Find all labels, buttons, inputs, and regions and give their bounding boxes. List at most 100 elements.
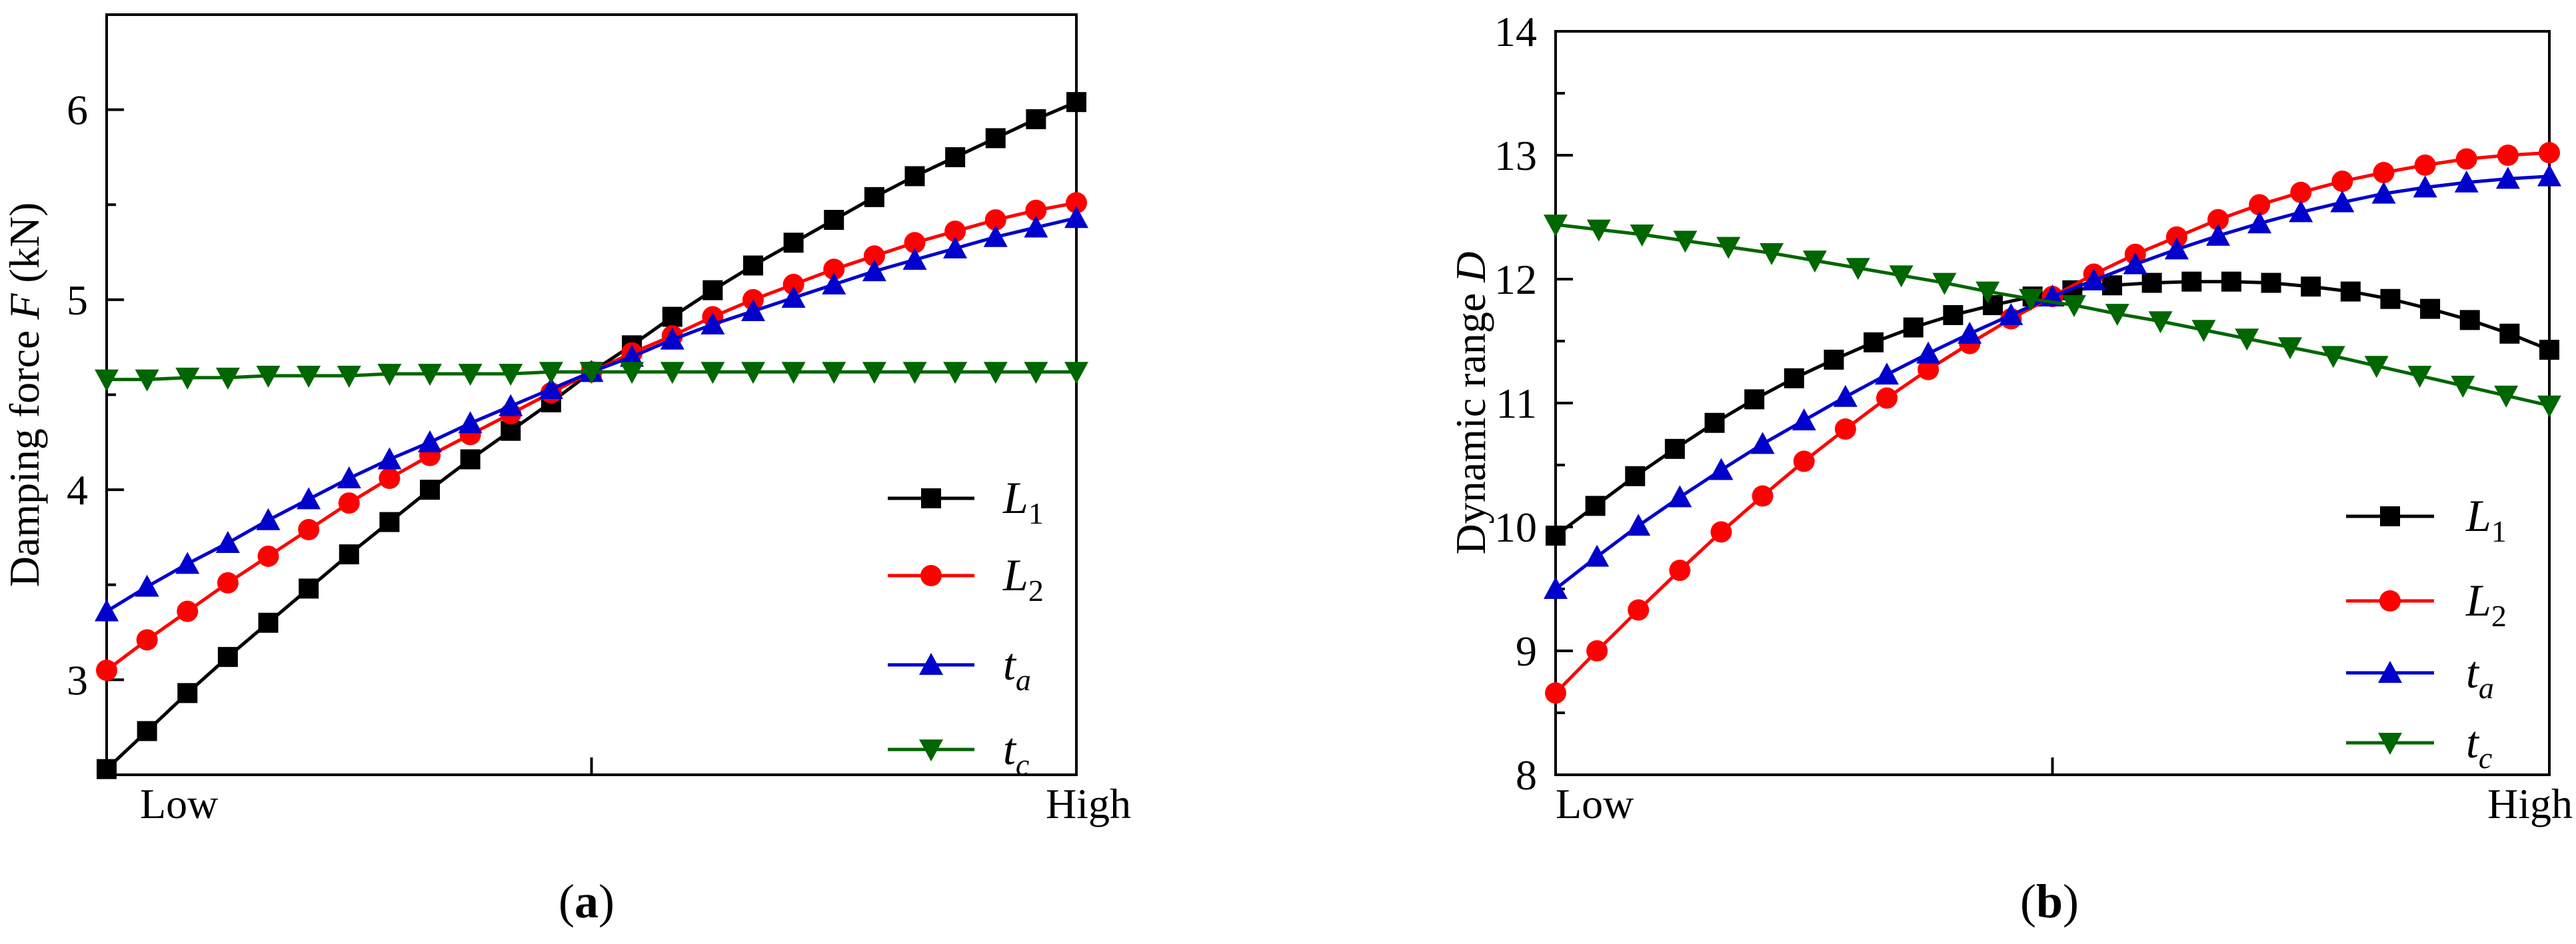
data-point-ta (1957, 321, 1982, 344)
data-point-L2 (904, 232, 926, 254)
data-point-L2 (1669, 560, 1691, 582)
data-point-tc (1673, 231, 1698, 253)
y-tick-label: 3 (67, 656, 88, 704)
legend-marker-ta (2378, 661, 2402, 683)
data-point-L2 (2331, 171, 2353, 193)
data-point-L1 (299, 578, 319, 599)
legend-label-L1: L1 (1002, 472, 1044, 530)
x-tick-label-high: High (2487, 780, 2573, 827)
data-point-L2 (2497, 145, 2519, 166)
data-point-L1 (420, 480, 440, 500)
data-point-tc (2191, 320, 2216, 342)
data-point-ta (943, 236, 968, 258)
y-axis-label: Damping force F (kN) (1, 203, 48, 588)
data-point-L1 (2340, 281, 2361, 302)
data-point-L1 (460, 449, 481, 470)
data-point-L2 (1876, 387, 1898, 409)
data-point-ta (1750, 432, 1775, 454)
data-point-L1 (2101, 275, 2122, 296)
data-point-L2 (984, 209, 1006, 231)
data-point-ta (1626, 514, 1651, 536)
data-point-L2 (1025, 199, 1047, 221)
data-point-tc (1975, 281, 2000, 304)
data-point-L2 (379, 468, 401, 490)
data-point-tc (1586, 219, 1611, 242)
data-point-tc (781, 362, 806, 384)
data-point-tc (902, 362, 927, 384)
data-point-L1 (339, 544, 359, 565)
data-point-ta (2206, 223, 2230, 246)
data-point-L2 (944, 221, 966, 242)
data-point-tc (1802, 250, 1827, 273)
data-point-L1 (2301, 276, 2321, 297)
data-point-tc (1630, 225, 1654, 247)
data-point-tc (1760, 242, 1784, 265)
data-point-ta (1709, 458, 1734, 480)
data-point-L2 (338, 492, 360, 514)
data-point-tc (256, 365, 281, 388)
data-point-L2 (217, 572, 239, 594)
data-point-L2 (2290, 181, 2312, 203)
legend-marker-L1 (921, 488, 941, 508)
x-tick-label-low: Low (140, 780, 218, 827)
data-point-L1 (2459, 310, 2480, 330)
data-point-L2 (1752, 485, 1774, 507)
data-point-L1 (783, 233, 804, 253)
data-point-tc (822, 362, 846, 384)
data-point-tc (1932, 272, 1957, 295)
data-point-L1 (2420, 298, 2441, 319)
data-point-ta (458, 411, 483, 434)
data-point-ta (2495, 167, 2520, 189)
y-tick-label: 5 (67, 276, 88, 324)
data-point-tc (2321, 346, 2345, 368)
legend-marker-L2 (2379, 590, 2401, 612)
data-point-ta (1024, 215, 1048, 238)
data-point-L1 (1546, 526, 1566, 546)
data-point-L1 (1744, 389, 1765, 410)
legend-label-L2: L2 (1002, 550, 1044, 608)
data-point-L2 (1793, 450, 1815, 472)
data-point-ta (297, 487, 321, 510)
chart-panel-b: 8 9 10 11 12 13 14 Low High Dynamic range D L1 L2 ta… (1447, 8, 2573, 928)
data-point-ta (700, 312, 725, 334)
data-point-L1 (1664, 438, 1685, 459)
y-tick-label: 8 (1516, 751, 1537, 799)
series-line-tc (1555, 223, 2550, 408)
data-point-tc (1544, 215, 1568, 237)
data-point-L1 (824, 210, 844, 231)
x-tick-label-high: High (1046, 780, 1131, 827)
data-point-ta (862, 259, 886, 282)
chart-panel-a: 3 4 5 6 Low High Damping force F (kN) L1 L2 ta tc (… (1, 13, 1131, 928)
data-point-tc (95, 369, 119, 392)
data-point-ta (620, 344, 644, 367)
data-point-L1 (2221, 271, 2241, 292)
data-point-L1 (2380, 288, 2401, 309)
data-point-tc (943, 362, 968, 384)
data-point-ta (2413, 175, 2437, 198)
data-point-ta (2330, 190, 2355, 213)
data-point-tc (700, 362, 725, 384)
data-point-L1 (945, 147, 966, 167)
data-point-tc (215, 367, 240, 390)
data-point-L2 (2455, 148, 2477, 170)
data-point-tc (862, 362, 886, 384)
data-point-tc (135, 369, 159, 392)
data-point-tc (2364, 356, 2389, 378)
y-tick-label: 10 (1494, 504, 1537, 551)
y-tick-label: 4 (67, 466, 88, 514)
data-point-ta (95, 599, 119, 622)
legend-label-ta: ta (1003, 639, 1031, 697)
data-point-ta (2454, 170, 2479, 193)
data-point-tc (2019, 288, 2043, 311)
data-point-tc (1064, 362, 1088, 384)
data-point-L1 (177, 683, 198, 704)
data-point-L1 (904, 166, 925, 187)
data-point-ta (660, 327, 684, 350)
data-point-tc (2407, 366, 2432, 388)
data-point-L1 (2539, 340, 2559, 360)
data-point-L2 (2207, 209, 2229, 231)
data-point-ta (2123, 252, 2147, 274)
data-point-ta (741, 298, 765, 321)
